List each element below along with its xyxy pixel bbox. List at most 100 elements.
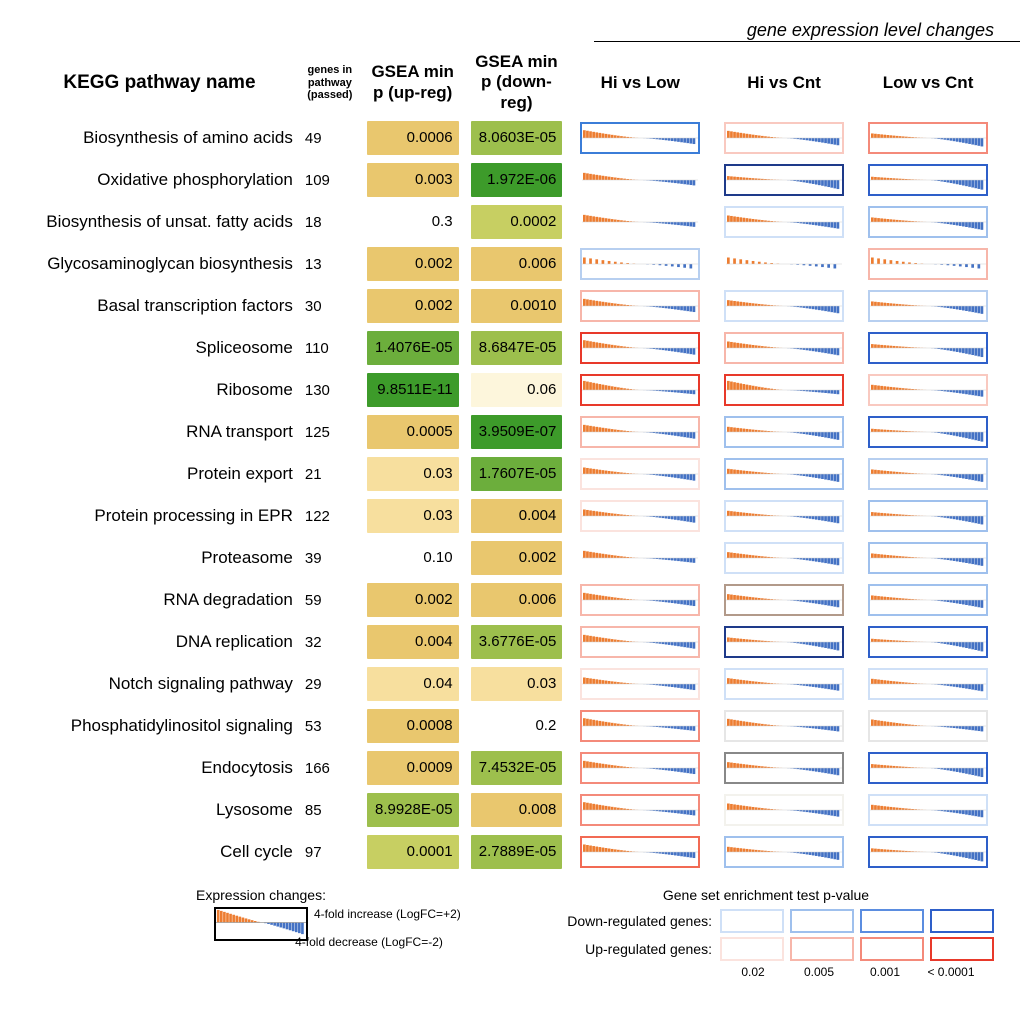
table-row: Biosynthesis of amino acids490.00068.060… (20, 117, 1000, 159)
spark-cell (712, 285, 856, 327)
p-cell: 9.8511E-11 (361, 369, 465, 411)
spark-cell (856, 369, 1000, 411)
pathway-name: Lysosome (20, 789, 299, 831)
spark-cell (568, 621, 712, 663)
genes-count: 30 (299, 285, 361, 327)
spark-cell (712, 495, 856, 537)
th-pdown: GSEA min p (down-reg) (465, 48, 569, 117)
p-cell: 3.9509E-07 (465, 411, 569, 453)
pathway-name: RNA degradation (20, 579, 299, 621)
p-cell: 1.4076E-05 (361, 327, 465, 369)
table-row: RNA transport1250.00053.9509E-07 (20, 411, 1000, 453)
spark-cell (568, 369, 712, 411)
p-cell: 7.4532E-05 (465, 747, 569, 789)
spark-cell (712, 117, 856, 159)
spark-cell (856, 117, 1000, 159)
spark-cell (568, 327, 712, 369)
pathway-name: Ribosome (20, 369, 299, 411)
p-cell: 0.0002 (465, 201, 569, 243)
p-cell: 0.04 (361, 663, 465, 705)
pathway-name: Cell cycle (20, 831, 299, 873)
p-cell: 0.0005 (361, 411, 465, 453)
p-cell: 0.002 (361, 285, 465, 327)
spark-cell (568, 747, 712, 789)
genes-count: 122 (299, 495, 361, 537)
pathway-name: Phosphatidylinositol signaling (20, 705, 299, 747)
p-cell: 0.004 (361, 621, 465, 663)
spark-cell (568, 789, 712, 831)
p-cell: 8.0603E-05 (465, 117, 569, 159)
table-row: Oxidative phosphorylation1090.0031.972E-… (20, 159, 1000, 201)
table-row: Proteasome390.100.002 (20, 537, 1000, 579)
spark-cell (712, 453, 856, 495)
legend-inc: 4-fold increase (LogFC=+2) (314, 907, 494, 921)
table-row: Basal transcription factors300.0020.0010 (20, 285, 1000, 327)
spark-cell (856, 537, 1000, 579)
spark-cell (712, 747, 856, 789)
spark-cell (856, 789, 1000, 831)
p-cell: 0.0006 (361, 117, 465, 159)
spark-cell (856, 747, 1000, 789)
p-cell: 0.0009 (361, 747, 465, 789)
pathway-name: Glycosaminoglycan biosynthesis (20, 243, 299, 285)
spark-cell (856, 201, 1000, 243)
th-c1: Hi vs Low (568, 48, 712, 117)
th-c2: Hi vs Cnt (712, 48, 856, 117)
th-name: KEGG pathway name (20, 48, 299, 117)
table-row: Endocytosis1660.00097.4532E-05 (20, 747, 1000, 789)
th-genes: genes in pathway (passed) (299, 48, 361, 117)
spark-cell (856, 159, 1000, 201)
p-cell: 0.003 (361, 159, 465, 201)
pathway-name: Notch signaling pathway (20, 663, 299, 705)
table-row: Protein processing in EPR1220.030.004 (20, 495, 1000, 537)
pathway-name: Protein processing in EPR (20, 495, 299, 537)
spark-cell (856, 705, 1000, 747)
p-cell: 0.03 (361, 453, 465, 495)
pathway-name: Protein export (20, 453, 299, 495)
spark-cell (568, 159, 712, 201)
genes-count: 125 (299, 411, 361, 453)
pathway-name: Spliceosome (20, 327, 299, 369)
spark-cell (712, 579, 856, 621)
th-c3: Low vs Cnt (856, 48, 1000, 117)
spark-cell (712, 159, 856, 201)
p-cell: 0.006 (465, 579, 569, 621)
genes-count: 97 (299, 831, 361, 873)
genes-count: 18 (299, 201, 361, 243)
spark-cell (856, 495, 1000, 537)
genes-count: 110 (299, 327, 361, 369)
p-cell: 0.2 (465, 705, 569, 747)
p-cell: 2.7889E-05 (465, 831, 569, 873)
p-cell: 0.03 (361, 495, 465, 537)
spark-cell (856, 285, 1000, 327)
p-cell: 8.6847E-05 (465, 327, 569, 369)
pathway-name: Biosynthesis of amino acids (20, 117, 299, 159)
p-cell: 0.002 (465, 537, 569, 579)
table-row: RNA degradation590.0020.006 (20, 579, 1000, 621)
spark-cell (568, 495, 712, 537)
genes-count: 109 (299, 159, 361, 201)
legend-dec: 4-fold decrease (LogFC=-2) (128, 935, 610, 949)
genes-count: 85 (299, 789, 361, 831)
p-cell: 0.008 (465, 789, 569, 831)
pathway-name: RNA transport (20, 411, 299, 453)
spark-cell (712, 369, 856, 411)
spark-cell (712, 201, 856, 243)
spark-cell (712, 789, 856, 831)
p-cell: 0.004 (465, 495, 569, 537)
table-row: DNA replication320.0043.6776E-05 (20, 621, 1000, 663)
table-row: Ribosome1309.8511E-110.06 (20, 369, 1000, 411)
spark-cell (856, 243, 1000, 285)
pathway-name: Basal transcription factors (20, 285, 299, 327)
spark-cell (568, 537, 712, 579)
th-pup: GSEA min p (up-reg) (361, 48, 465, 117)
genes-count: 49 (299, 117, 361, 159)
genes-count: 130 (299, 369, 361, 411)
p-cell: 0.002 (361, 243, 465, 285)
legend-left-title: Expression changes: (20, 887, 502, 903)
legend-down-row: Down-regulated genes: (532, 909, 1000, 933)
table-row: Cell cycle970.00012.7889E-05 (20, 831, 1000, 873)
spark-cell (568, 705, 712, 747)
legend-right-title: Gene set enrichment test p-value (532, 887, 1000, 903)
spark-cell (856, 621, 1000, 663)
